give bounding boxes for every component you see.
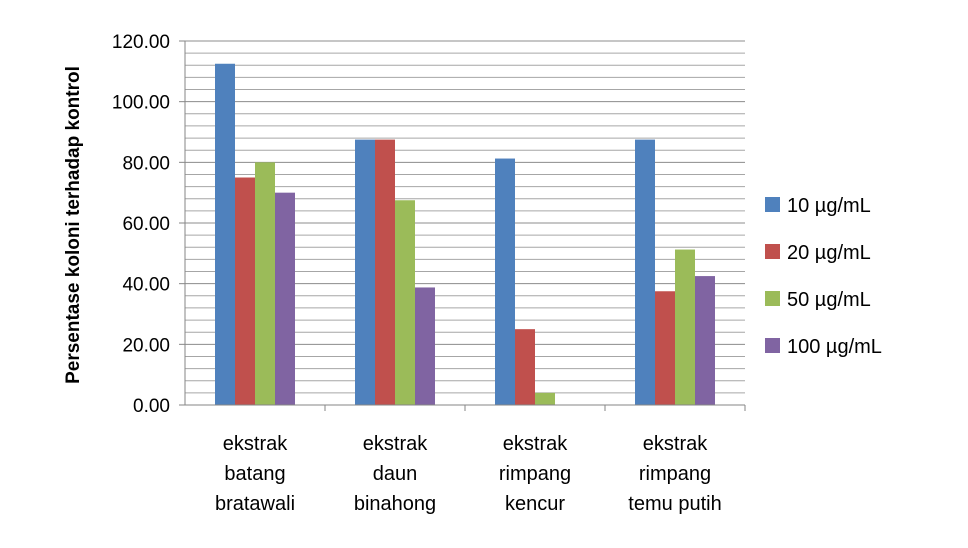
legend-swatch <box>765 197 780 212</box>
bar <box>515 329 535 405</box>
bar <box>655 291 675 405</box>
bar <box>355 139 375 406</box>
x-category-label: batang <box>224 463 285 485</box>
y-tick-label: 100.00 <box>112 93 170 114</box>
y-tick-labels: 0.00 20.00 40.00 60.00 80.00 100.00 120.00 <box>112 32 170 417</box>
y-axis-title: Persentase koloni terhadap kontrol <box>63 66 84 384</box>
y-tick-label: 120.00 <box>112 32 170 53</box>
x-category-label: binahong <box>354 493 436 515</box>
x-category-label: rimpang <box>499 463 571 485</box>
y-tick-label: 0.00 <box>133 396 170 417</box>
x-category-label: ekstrak <box>363 433 428 455</box>
legend-label: 20 µg/mL <box>787 242 871 264</box>
bar <box>255 162 275 405</box>
y-tick-label: 40.00 <box>122 275 170 296</box>
x-category-label: ekstrak <box>643 433 708 455</box>
bar <box>675 249 695 405</box>
bar <box>375 139 395 406</box>
y-tick-label: 60.00 <box>122 214 170 235</box>
bars <box>215 63 715 406</box>
x-category-label: ekstrak <box>503 433 568 455</box>
x-category-label: kencur <box>505 493 565 515</box>
bar <box>395 200 415 405</box>
bar <box>535 392 555 405</box>
y-tick-label: 80.00 <box>122 153 170 174</box>
bar <box>495 158 515 405</box>
bar <box>215 63 235 405</box>
bar <box>415 287 435 405</box>
bar <box>275 192 295 405</box>
legend-swatch <box>765 291 780 306</box>
x-category-label: daun <box>373 463 418 485</box>
x-category-label: bratawali <box>215 493 295 515</box>
legend-swatch <box>765 338 780 353</box>
legend: 10 µg/mL 20 µg/mL 50 µg/mL 100 µg/mL <box>765 195 882 358</box>
bar <box>635 139 655 406</box>
x-category-label: temu putih <box>628 493 721 515</box>
x-category-label: ekstrak <box>223 433 288 455</box>
legend-label: 50 µg/mL <box>787 289 871 311</box>
legend-label: 100 µg/mL <box>787 336 882 358</box>
x-category-label: rimpang <box>639 463 711 485</box>
x-category-labels: ekstrak batang bratawali ekstrak daun binahon… <box>215 433 722 515</box>
legend-label: 10 µg/mL <box>787 195 871 217</box>
bar <box>235 177 255 405</box>
bar <box>695 276 715 405</box>
legend-swatch <box>765 244 780 259</box>
axes <box>179 40 746 411</box>
y-tick-label: 20.00 <box>122 335 170 356</box>
